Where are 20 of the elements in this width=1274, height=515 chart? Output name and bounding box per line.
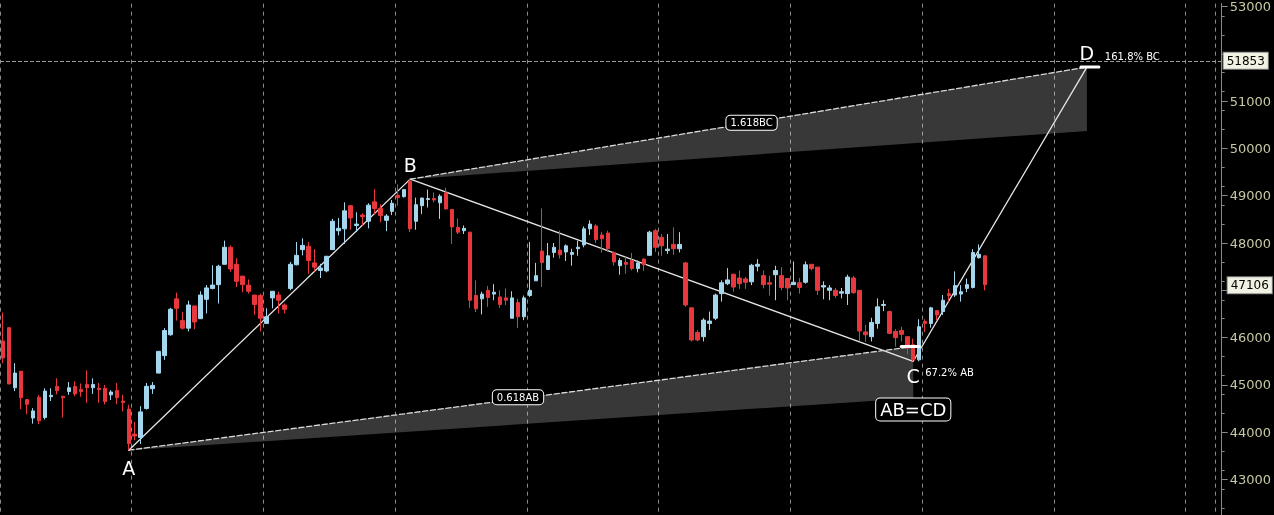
- y-tick-label: 44000: [1229, 424, 1271, 440]
- annotation: 1.618BC: [730, 117, 773, 129]
- text: 47106: [1230, 278, 1269, 293]
- annotation: 0.618AB: [496, 391, 540, 403]
- annotation: C: [906, 365, 920, 388]
- y-tick-label: 46000: [1229, 330, 1271, 346]
- y-tick-label: 49000: [1229, 188, 1271, 204]
- y-tick-label: 51000: [1229, 93, 1271, 109]
- annotation: B: [403, 153, 417, 176]
- y-tick-label: 53000: [1229, 0, 1271, 14]
- annotation: 67.2% AB: [925, 366, 974, 378]
- ref-line-label: 51853: [1226, 53, 1265, 68]
- annotation: 161.8% BC: [1104, 50, 1160, 62]
- y-tick-label: 45000: [1229, 377, 1271, 393]
- annotation: AB=CD: [880, 399, 947, 421]
- y-tick-label: 43000: [1229, 472, 1271, 488]
- annotation: A: [122, 456, 136, 479]
- y-tick-label: 48000: [1229, 235, 1271, 251]
- annotation: D: [1079, 41, 1095, 64]
- y-tick-label: 50000: [1229, 140, 1271, 156]
